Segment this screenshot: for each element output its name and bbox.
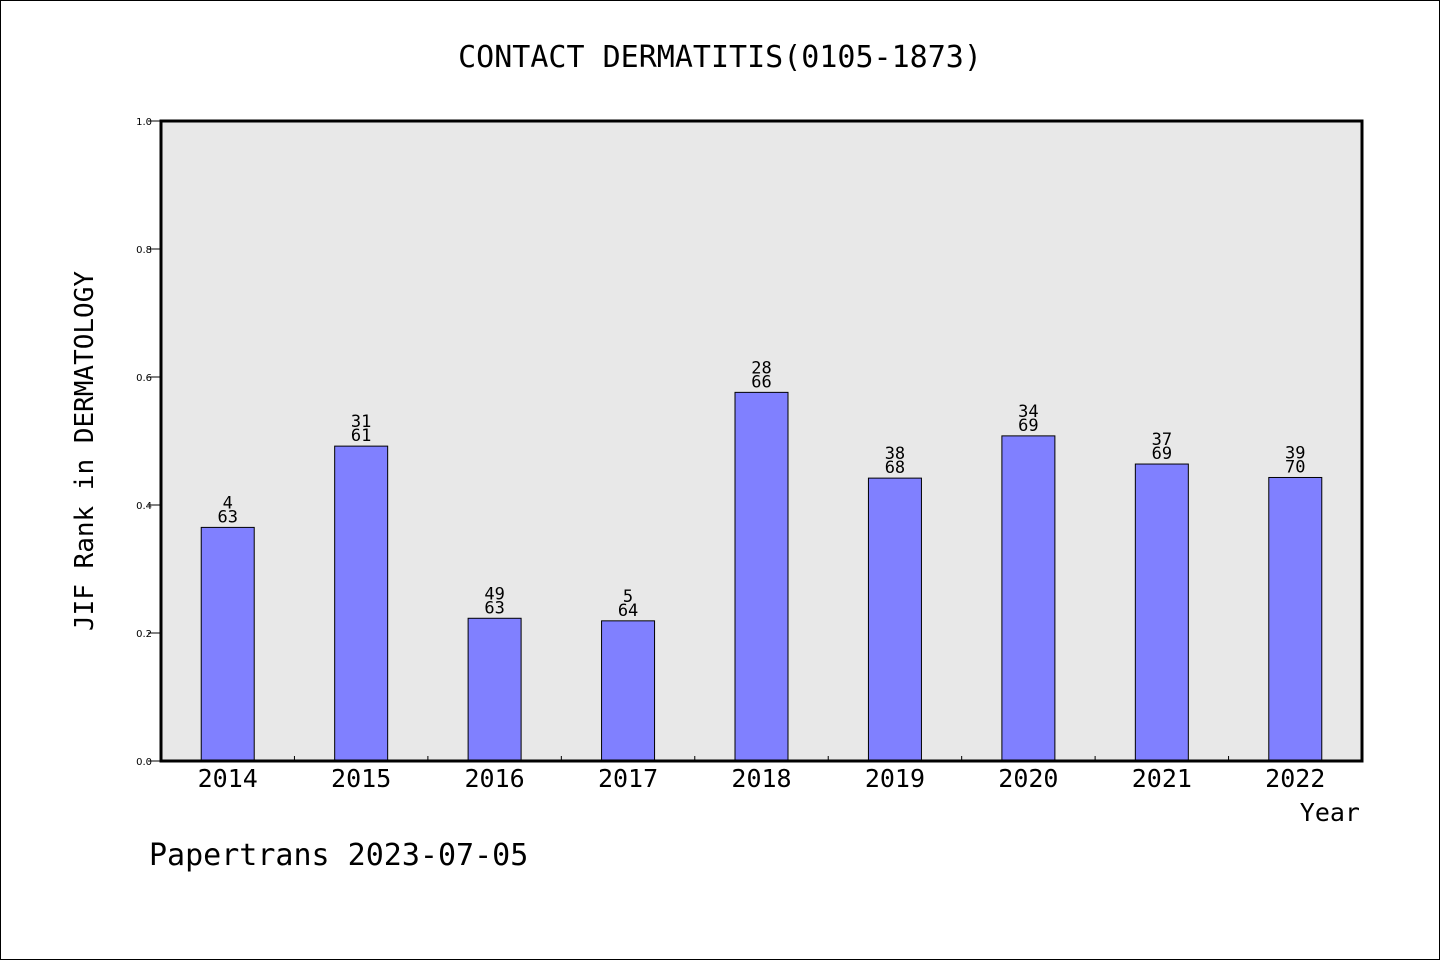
x-tick-label-2014: 2014 bbox=[198, 764, 258, 793]
y-tick-label-0.8: 0.8 bbox=[136, 245, 152, 256]
x-tick-label-2020: 2020 bbox=[998, 764, 1058, 793]
plot-border bbox=[159, 119, 1364, 763]
x-tick-label-2022: 2022 bbox=[1265, 764, 1325, 793]
data-label-rank-2016: 49 bbox=[484, 584, 504, 604]
bar-2016 bbox=[467, 617, 522, 762]
bars-layer bbox=[200, 391, 1323, 762]
data-label-total-2019: 68 bbox=[885, 458, 905, 478]
bar-2021 bbox=[1134, 463, 1189, 762]
data-label-rank-2020: 34 bbox=[1018, 402, 1038, 422]
bar-2015 bbox=[334, 445, 389, 762]
bar-2019 bbox=[867, 477, 922, 762]
x-axis-label: Year bbox=[1300, 798, 1360, 827]
data-label-total-2020: 69 bbox=[1018, 416, 1038, 436]
data-label-total-2018: 66 bbox=[751, 372, 771, 392]
data-label-rank-2022: 39 bbox=[1285, 443, 1305, 463]
chart-title: CONTACT DERMATITIS(0105-1873) bbox=[458, 40, 982, 75]
data-label-rank-2018: 28 bbox=[751, 358, 771, 378]
data-label-rank-2019: 38 bbox=[885, 444, 905, 464]
y-axis: 0.0 0.2 0.4 0.6 0.8 1.0 bbox=[136, 117, 161, 768]
y-tick-label-1.0: 1.0 bbox=[136, 117, 152, 128]
data-label-total-2016: 63 bbox=[484, 598, 504, 618]
data-label-total-2021: 69 bbox=[1152, 444, 1172, 464]
bar-2014 bbox=[200, 526, 255, 762]
x-tick-label-2017: 2017 bbox=[598, 764, 658, 793]
x-axis: 2014 2015 2016 2017 2018 2019 2020 2021 2022 bbox=[198, 756, 1325, 793]
bar-2022 bbox=[1268, 476, 1323, 762]
y-tick-label-0.6: 0.6 bbox=[136, 373, 152, 384]
data-label-rank-2014: 4 bbox=[223, 493, 233, 513]
x-tick-label-2019: 2019 bbox=[865, 764, 925, 793]
x-tick-label-2016: 2016 bbox=[465, 764, 525, 793]
x-tick-label-2021: 2021 bbox=[1132, 764, 1192, 793]
y-tick-label-0.2: 0.2 bbox=[136, 629, 152, 640]
data-label-total-2022: 70 bbox=[1285, 457, 1305, 477]
footer-text: Papertrans 2023-07-05 bbox=[149, 838, 528, 873]
data-label-total-2015: 61 bbox=[351, 426, 371, 446]
x-tick-label-2018: 2018 bbox=[731, 764, 791, 793]
bar-2020 bbox=[1001, 435, 1056, 762]
data-label-total-2014: 63 bbox=[217, 507, 237, 527]
y-tick-label-0.4: 0.4 bbox=[136, 501, 152, 512]
data-label-rank-2021: 37 bbox=[1152, 430, 1172, 450]
y-axis-label: JIF Rank in DERMATOLOGY bbox=[70, 271, 100, 631]
x-tick-label-2015: 2015 bbox=[331, 764, 391, 793]
y-tick-label-0.0: 0.0 bbox=[136, 757, 152, 768]
data-label-rank-2015: 31 bbox=[351, 412, 371, 432]
bar-2017 bbox=[601, 620, 656, 762]
bar-2018 bbox=[734, 391, 789, 762]
data-label-rank-2017: 5 bbox=[623, 587, 633, 607]
data-label-total-2017: 64 bbox=[618, 601, 638, 621]
